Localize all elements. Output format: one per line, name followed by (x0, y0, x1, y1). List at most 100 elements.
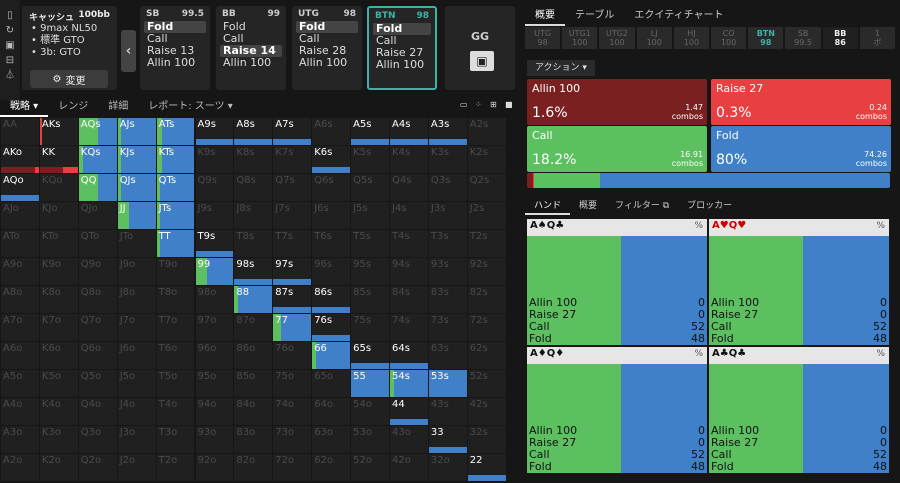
hand-cell[interactable]: 97o (195, 314, 234, 342)
hand-cell[interactable]: ATs (156, 118, 195, 146)
hand-cell[interactable]: 94s (390, 258, 428, 286)
hand-cell[interactable]: 96o (195, 342, 234, 370)
hand-cell[interactable]: 44 (390, 398, 428, 426)
hand-cell[interactable]: K7s (273, 146, 312, 174)
tab-range[interactable]: レンジ (58, 101, 89, 112)
action-option[interactable]: Fold (373, 23, 431, 35)
hand-cell[interactable]: K7o (39, 314, 78, 342)
action-option[interactable]: Allin 100 (223, 56, 272, 69)
hand-cell[interactable]: 84o (234, 398, 273, 426)
hand-cell[interactable]: 72s (467, 314, 506, 342)
hand-cell[interactable]: 83o (234, 426, 273, 454)
hand-cell[interactable]: T7o (156, 314, 195, 342)
hand-cell[interactable]: K9s (195, 146, 234, 174)
tab-filter[interactable]: フィルター ⧉ (615, 201, 670, 211)
hand-cell[interactable]: T6s (312, 230, 351, 258)
hand-cell[interactable]: K6s (312, 146, 351, 174)
action-card-2[interactable]: Call 18.2% 16.91 combos (527, 126, 707, 172)
hand-detail-card[interactable]: A♥Q♥% Allin 100 0 Raise 27 0 Call 52 Fold 48 (709, 219, 889, 345)
hand-cell[interactable]: T2s (467, 230, 506, 258)
hand-cell[interactable]: J2o (117, 454, 156, 482)
hand-cell[interactable]: 98o (195, 286, 234, 314)
hand-detail-card[interactable]: A♦Q♦% Allin 100 0 Raise 27 0 Call 52 Fold 48 (527, 347, 707, 473)
tab-blocker[interactable]: ブロッカー (687, 201, 733, 211)
hand-cell[interactable]: A7o (1, 314, 39, 342)
tab-hand-overview[interactable]: 概要 (579, 201, 598, 211)
hand-cell[interactable]: K2o (39, 454, 78, 482)
hand-cell[interactable]: K4s (390, 146, 428, 174)
hand-cell[interactable]: 74s (390, 314, 428, 342)
strip-position[interactable]: UTG2 100 (599, 27, 635, 49)
rail-icon[interactable]: ⊟ (5, 55, 15, 66)
strip-position[interactable]: SB 99.5 (785, 27, 821, 49)
tab-equity-chart[interactable]: エクイティチャート (634, 10, 724, 21)
hand-cell[interactable]: K3s (428, 146, 467, 174)
hand-cell[interactable]: A4s (390, 118, 428, 146)
hand-cell[interactable]: TT (156, 230, 195, 258)
hand-cell[interactable]: A7s (273, 118, 312, 146)
hand-cell[interactable]: K5s (351, 146, 389, 174)
percent-toggle[interactable]: % (694, 221, 703, 231)
hand-cell[interactable]: KJs (117, 146, 156, 174)
hand-cell[interactable]: QJo (78, 202, 117, 230)
hand-cell[interactable]: K8o (39, 286, 78, 314)
hand-cell[interactable]: A5o (1, 370, 39, 398)
hand-cell[interactable]: T6o (156, 342, 195, 370)
hand-cell[interactable]: 32s (467, 426, 506, 454)
action-option[interactable]: Fold (296, 21, 358, 33)
save-button[interactable]: ▣ (470, 51, 494, 71)
hand-cell[interactable]: J3s (428, 202, 467, 230)
strip-position[interactable]: UTG 98 (525, 27, 561, 49)
hand-detail-card[interactable]: A♠Q♣% Allin 100 0 Raise 27 0 Call 52 Fold 48 (527, 219, 707, 345)
hand-cell[interactable]: Q6s (312, 174, 351, 202)
layout-icon[interactable]: ▭ (460, 100, 468, 109)
hand-cell[interactable]: A2s (467, 118, 506, 146)
hand-cell[interactable]: QQ (78, 174, 117, 202)
hand-cell[interactable]: 63o (312, 426, 351, 454)
strip-position[interactable]: LJ 100 (636, 27, 672, 49)
hand-cell[interactable]: ATo (1, 230, 39, 258)
action-option[interactable]: Allin 100 (147, 56, 196, 69)
tab-details[interactable]: 詳細 (108, 101, 129, 112)
hand-cell[interactable]: QJs (117, 174, 156, 202)
tab-table[interactable]: テーブル (575, 10, 615, 21)
hand-cell[interactable]: J9s (195, 202, 234, 230)
position-card-btn[interactable]: BTN 98 Fold Call Raise 27 Allin 100 (367, 6, 437, 90)
hand-cell[interactable]: 92o (195, 454, 234, 482)
hand-cell[interactable]: J3o (117, 426, 156, 454)
hand-cell[interactable]: 42s (467, 398, 506, 426)
hand-cell[interactable]: Q9s (195, 174, 234, 202)
hand-cell[interactable]: 76o (273, 342, 312, 370)
hand-cell[interactable]: JJ (117, 202, 156, 230)
hand-cell[interactable]: Q9o (78, 258, 117, 286)
hand-cell[interactable]: J8s (234, 202, 273, 230)
strip-position[interactable]: BB 86 (822, 27, 858, 49)
hand-cell[interactable]: 86o (234, 342, 273, 370)
hand-cell[interactable]: J5s (351, 202, 389, 230)
hand-cell[interactable]: 53s (428, 370, 467, 398)
tab-report[interactable]: レポート: スーツ ▾ (148, 101, 233, 112)
hand-cell[interactable]: 85o (234, 370, 273, 398)
tab-strategy[interactable]: 戦略 ▾ (0, 97, 49, 117)
percent-toggle[interactable]: % (876, 221, 885, 231)
hand-cell[interactable]: QTo (78, 230, 117, 258)
hand-cell[interactable]: KJo (39, 202, 78, 230)
hand-cell[interactable]: 76s (312, 314, 351, 342)
hand-cell[interactable]: 64o (312, 398, 351, 426)
hand-cell[interactable]: A6s (312, 118, 351, 146)
hand-cell[interactable]: 33 (428, 426, 467, 454)
hand-cell[interactable]: A3o (1, 426, 39, 454)
hand-cell[interactable]: J6o (117, 342, 156, 370)
percent-toggle[interactable]: % (694, 349, 703, 359)
action-option[interactable]: Call (147, 32, 168, 45)
hand-cell[interactable]: 32o (428, 454, 467, 482)
hand-cell[interactable]: T5s (351, 230, 389, 258)
hand-cell[interactable]: 86s (312, 286, 351, 314)
hand-cell[interactable]: Q3s (428, 174, 467, 202)
hand-cell[interactable]: 92s (467, 258, 506, 286)
rail-icon[interactable]: ⏃ (5, 70, 15, 81)
hand-cell[interactable]: J7s (273, 202, 312, 230)
action-card-3[interactable]: Fold 80% 74.26 combos (711, 126, 891, 172)
position-card-utg[interactable]: UTG 98 Fold Call Raise 28 Allin 100 (292, 6, 362, 90)
hand-cell[interactable]: Q4o (78, 398, 117, 426)
